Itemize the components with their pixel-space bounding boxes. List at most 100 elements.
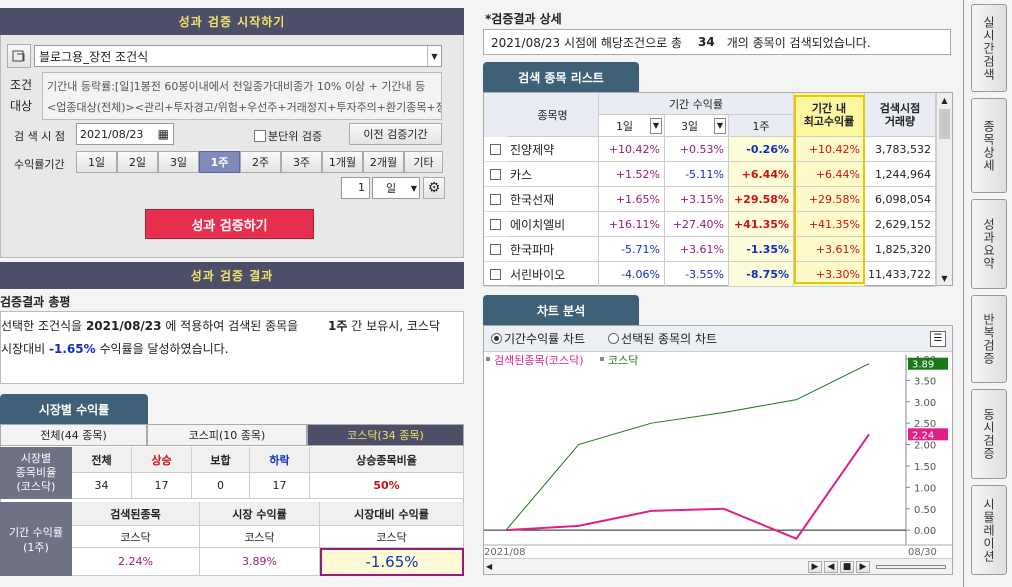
zoom-slider[interactable] (876, 564, 946, 569)
side-nav-button[interactable]: 반복검증 (971, 295, 1007, 383)
period-button[interactable]: 1일 (76, 151, 117, 173)
summary-text: 수익률을 달성하였습니다. (99, 342, 229, 356)
table-row[interactable]: 한국선재 +1.65% +3.15% +29.58% +29.58% 6,098,054 (484, 187, 936, 212)
row-checkbox[interactable] (484, 162, 507, 187)
return-1w: -1.35% (729, 237, 794, 262)
col-3d[interactable]: 3일 ▼ (665, 115, 729, 137)
row-checkbox[interactable] (484, 237, 507, 262)
stock-name[interactable]: 에이치엘비 (507, 212, 599, 237)
period-button[interactable]: 1개월 (322, 151, 363, 173)
row-header-text: (코스닥) (16, 480, 56, 493)
side-nav-button[interactable]: 시뮬레이션 (971, 485, 1007, 575)
stock-name[interactable]: 한국파마 (507, 237, 599, 262)
y-tick-label: 2.50 (914, 419, 936, 430)
y-tick-label: 1.50 (914, 462, 936, 473)
stock-name[interactable]: 한국선재 (507, 187, 599, 212)
table-scrollbar[interactable]: ▲ ▼ (936, 93, 952, 285)
condition-text-box: 기간내 등락률:[일]1봉전 60봉이내에서 전일종가대비종가 10% 이상 +… (42, 72, 442, 120)
chevron-down-icon[interactable]: ▼ (650, 117, 662, 134)
row-header-text: 기간 수익률 (8, 526, 64, 539)
gear-icon[interactable]: ⚙ (423, 177, 445, 199)
row-checkbox[interactable] (484, 187, 507, 212)
return-1d: +1.65% (599, 187, 665, 212)
side-nav-button[interactable]: 실시간검색 (971, 4, 1007, 92)
return-1w: +6.44% (729, 162, 794, 187)
menu-icon[interactable]: ☰ (930, 330, 946, 347)
return-1w: -8.75% (729, 262, 794, 287)
market-tab[interactable]: 코스피(10 종목) (147, 424, 307, 446)
market-tab[interactable]: 코스닥(34 종목) (307, 424, 464, 446)
market-return-tab[interactable]: 시장별 수익률 (0, 394, 148, 424)
custom-unit-select[interactable]: 일 ▼ (372, 177, 420, 199)
period-button[interactable]: 3주 (281, 151, 322, 173)
minute-checkbox[interactable] (254, 130, 266, 142)
checkbox[interactable] (490, 243, 501, 255)
row-checkbox[interactable] (484, 137, 507, 162)
side-nav-button[interactable]: 성과요약 (971, 199, 1007, 289)
summary-period: 1주 (328, 319, 348, 333)
rewind-icon[interactable]: ◀ (824, 560, 838, 573)
play-icon[interactable]: ▶ (808, 560, 822, 573)
chart-scrollbar[interactable]: ◀ ▶ ◀ ■ ▶ (484, 558, 952, 574)
refresh-condition-button[interactable] (7, 44, 31, 68)
prev-period-button[interactable]: 이전 검증기간 (349, 123, 442, 145)
search-date-input[interactable]: 2021/08/23 ▦ (76, 123, 174, 145)
volume: 3,783,532 (865, 137, 936, 162)
volume: 6,098,054 (865, 187, 936, 212)
market-col-value: 34 (72, 473, 132, 499)
condition-select[interactable]: 블로그용_장전 조건식 ▼ (34, 45, 442, 67)
volume: 1,244,964 (865, 162, 936, 187)
chevron-down-icon[interactable]: ▼ (714, 117, 726, 134)
period-button[interactable]: 2주 (240, 151, 281, 173)
table-row[interactable]: 서린바이오 -4.06% -3.55% -8.75% +3.30% 11,433,722 (484, 262, 936, 287)
table-row[interactable]: 한국파마 -5.71% +3.61% -1.35% +3.61% 1,825,320 (484, 237, 936, 262)
side-nav-button[interactable]: 종목상세 (971, 98, 1007, 193)
row-checkbox[interactable] (484, 262, 507, 287)
target-label: 대상 (10, 99, 33, 113)
return-1d: -5.71% (599, 237, 665, 262)
market-col-header: 전체 (72, 447, 132, 473)
checkbox[interactable] (490, 168, 501, 180)
calendar-icon[interactable]: ▦ (157, 127, 169, 141)
chart-analysis-tab[interactable]: 차트 분석 (483, 295, 639, 325)
custom-period-input[interactable]: 1 (341, 177, 370, 199)
table-row[interactable]: 진양제약 +10.42% +0.53% -0.26% +10.42% 3,783,532 (484, 137, 936, 162)
table-row[interactable]: 카스 +1.52% -5.11% +6.44% +6.44% 1,244,964 (484, 162, 936, 187)
period-button[interactable]: 2개월 (363, 151, 404, 173)
stock-list-tab[interactable]: 검색 종목 리스트 (483, 62, 639, 92)
radio-period-chart[interactable] (491, 333, 502, 344)
checkbox[interactable] (490, 218, 501, 230)
scroll-down-icon[interactable]: ▼ (941, 273, 948, 283)
minute-check[interactable]: 분단위 검증 (254, 128, 322, 144)
max-return: +29.58% (794, 187, 865, 212)
y-tick-label: 3.00 (914, 398, 936, 409)
market-stats: 전체 34 상승 17 보합 0 하락 17 상승종목비율 50% (72, 447, 464, 499)
period-col-market: 코스닥 (72, 526, 200, 548)
scroll-up-icon[interactable]: ▲ (941, 95, 948, 105)
scroll-thumb[interactable] (939, 109, 950, 139)
period-button[interactable]: 2일 (117, 151, 158, 173)
run-verification-button[interactable]: 성과 검증하기 (145, 209, 314, 239)
checkbox[interactable] (490, 193, 501, 205)
market-tab[interactable]: 전체(44 종목) (0, 424, 147, 446)
stock-name[interactable]: 카스 (507, 162, 599, 187)
checkbox[interactable] (490, 268, 501, 280)
radio-selected-chart[interactable] (608, 333, 620, 344)
stock-name[interactable]: 서린바이오 (507, 262, 599, 287)
row-checkbox[interactable] (484, 212, 507, 237)
stock-name[interactable]: 진양제약 (507, 137, 599, 162)
checkbox[interactable] (490, 143, 501, 155)
scroll-left-icon[interactable]: ◀ (486, 562, 493, 571)
col-1d[interactable]: 1일 ▼ (599, 115, 665, 137)
period-button[interactable]: 3일 (158, 151, 199, 173)
col-volume: 검색시점 거래량 (865, 93, 936, 137)
period-button[interactable]: 1주 (199, 151, 240, 173)
table-row[interactable]: 에이치엘비 +16.11% +27.40% +41.35% +41.35% 2,629,1… (484, 212, 936, 237)
return-3d: +27.40% (665, 212, 729, 237)
legend-label: 검색된종목(코스닥) (494, 354, 584, 367)
stop-icon[interactable]: ■ (840, 560, 854, 573)
market-col-header: 상승종목비율 (310, 447, 464, 473)
side-nav-button[interactable]: 동시검증 (971, 389, 1007, 479)
forward-icon[interactable]: ▶ (856, 560, 870, 573)
period-button[interactable]: 기타 (404, 151, 443, 173)
